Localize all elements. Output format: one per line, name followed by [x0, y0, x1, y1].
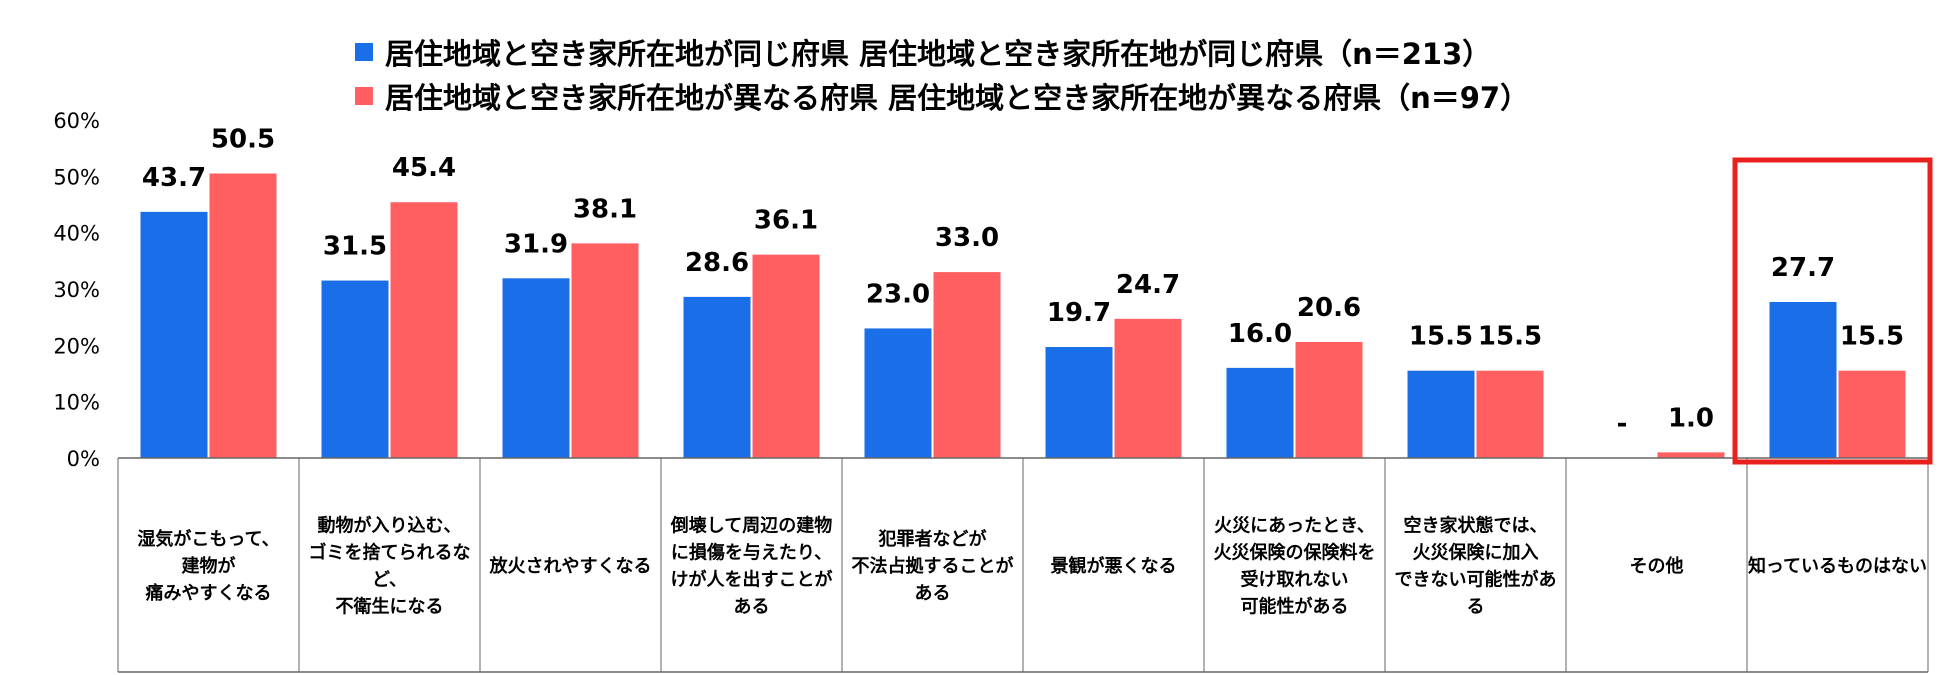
data-label: 15.5: [1409, 322, 1473, 352]
bar: [1045, 347, 1113, 458]
data-label: -: [1617, 409, 1628, 439]
category-label: 可能性がある: [1241, 596, 1349, 618]
data-label: 15.5: [1478, 322, 1542, 352]
data-label: 31.9: [504, 229, 568, 259]
data-label: 1.0: [1668, 403, 1714, 433]
category-label: 痛みやすくなる: [146, 582, 272, 604]
category-label: 空き家状態では、: [1404, 515, 1548, 537]
legend-swatch-red: [355, 87, 373, 105]
data-label: 24.7: [1116, 270, 1180, 300]
data-label: 19.7: [1047, 298, 1111, 328]
bar: [752, 254, 820, 458]
category-label: る: [1467, 597, 1485, 618]
data-label: 50.5: [211, 125, 275, 155]
bar: [1476, 370, 1544, 458]
chart-legend: 居住地域と空き家所在地が同じ府県 居住地域と空き家所在地が同じ府県（n＝213）…: [355, 30, 1529, 118]
category-label: 倒壊して周辺の建物: [670, 515, 832, 537]
data-label: 38.1: [573, 194, 637, 224]
category-label: 火災保険に加入: [1413, 542, 1539, 564]
category-label: けが人を出すことが: [671, 569, 833, 591]
y-tick-label: 40%: [53, 222, 100, 246]
category-label: ゴミを捨てられるな: [309, 542, 471, 564]
data-label: 45.4: [392, 153, 456, 183]
bar: [390, 202, 458, 458]
bar: [1295, 341, 1363, 458]
category-label: 景観が悪くなる: [1051, 555, 1177, 577]
category-label: 湿気がこもって、: [137, 528, 279, 550]
bar: [933, 272, 1001, 458]
bar: [1114, 318, 1182, 458]
y-tick-label: 0%: [67, 447, 100, 471]
data-label: 28.6: [685, 248, 749, 278]
bar: [1838, 370, 1906, 458]
legend-label-same-prefecture: 居住地域と空き家所在地が同じ府県 居住地域と空き家所在地が同じ府県（n＝213）: [385, 37, 1492, 71]
category-label: 受け取れない: [1241, 569, 1349, 591]
y-tick-label: 60%: [53, 109, 100, 133]
y-tick-label: 50%: [53, 165, 100, 189]
legend-swatch-blue: [355, 43, 373, 61]
category-label: に損傷を与えたり、: [671, 542, 832, 564]
category-label: 動物が入り込む、: [318, 515, 462, 537]
bar: [1769, 301, 1837, 458]
legend-item-different-prefecture: 居住地域と空き家所在地が異なる府県 居住地域と空き家所在地が異なる府県（n＝97…: [355, 74, 1529, 118]
bar: [864, 328, 932, 458]
data-label: 31.5: [323, 232, 387, 262]
data-label: 43.7: [142, 163, 206, 193]
category-label: 知っているものはない: [1748, 555, 1927, 577]
bar: [321, 280, 389, 458]
data-label: 23.0: [866, 279, 930, 309]
highlight-box: [1732, 157, 1933, 465]
category-label: できない可能性があ: [1395, 569, 1557, 591]
data-label: 33.0: [935, 223, 999, 253]
bar: [1407, 370, 1475, 458]
data-label: 27.7: [1771, 253, 1835, 283]
category-label: 不衛生になる: [336, 596, 444, 618]
bar: [1226, 367, 1294, 458]
y-tick-label: 20%: [53, 334, 100, 358]
category-label: ある: [734, 597, 770, 618]
y-tick-label: 10%: [53, 391, 100, 415]
category-label: 火災にあったとき、: [1214, 516, 1375, 537]
data-label: 15.5: [1840, 322, 1904, 352]
bar: [502, 278, 570, 458]
category-label: 犯罪者などが: [878, 528, 987, 550]
bar: [571, 243, 639, 458]
category-label: 放火されやすくなる: [489, 555, 652, 577]
legend-item-same-prefecture: 居住地域と空き家所在地が同じ府県 居住地域と空き家所在地が同じ府県（n＝213）: [355, 30, 1529, 74]
data-label: 36.1: [754, 206, 818, 236]
legend-label-different-prefecture: 居住地域と空き家所在地が異なる府県 居住地域と空き家所在地が異なる府県（n＝97…: [385, 81, 1530, 115]
category-label: その他: [1630, 555, 1684, 577]
bar: [140, 211, 208, 458]
category-label: 建物が: [182, 555, 236, 577]
category-label: ある: [915, 583, 951, 604]
bar: [683, 296, 751, 458]
data-label: 20.6: [1297, 293, 1361, 323]
y-tick-label: 30%: [53, 278, 100, 302]
bar: [209, 173, 277, 458]
category-label: 火災保険の保険料を: [1214, 542, 1376, 564]
bar: [1657, 452, 1725, 458]
data-label: 16.0: [1228, 319, 1292, 349]
category-label: 不法占拠することが: [852, 555, 1014, 577]
category-label: ど、: [372, 570, 407, 591]
